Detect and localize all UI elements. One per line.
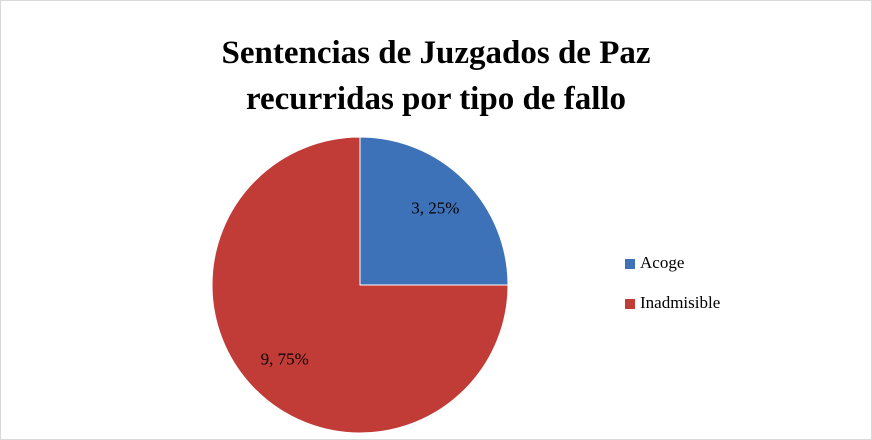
legend-label: Inadmisible bbox=[640, 293, 720, 312]
data-label: 3, 25% bbox=[411, 199, 459, 218]
data-label: 9, 75% bbox=[261, 349, 309, 368]
chart-title: Sentencias de Juzgados de Paz recurridas… bbox=[221, 35, 651, 117]
legend-swatch bbox=[625, 259, 635, 269]
legend-swatch bbox=[625, 299, 635, 309]
pie-slice bbox=[359, 136, 509, 286]
pie-slice bbox=[211, 136, 509, 434]
legend-label: Acoge bbox=[640, 253, 684, 272]
